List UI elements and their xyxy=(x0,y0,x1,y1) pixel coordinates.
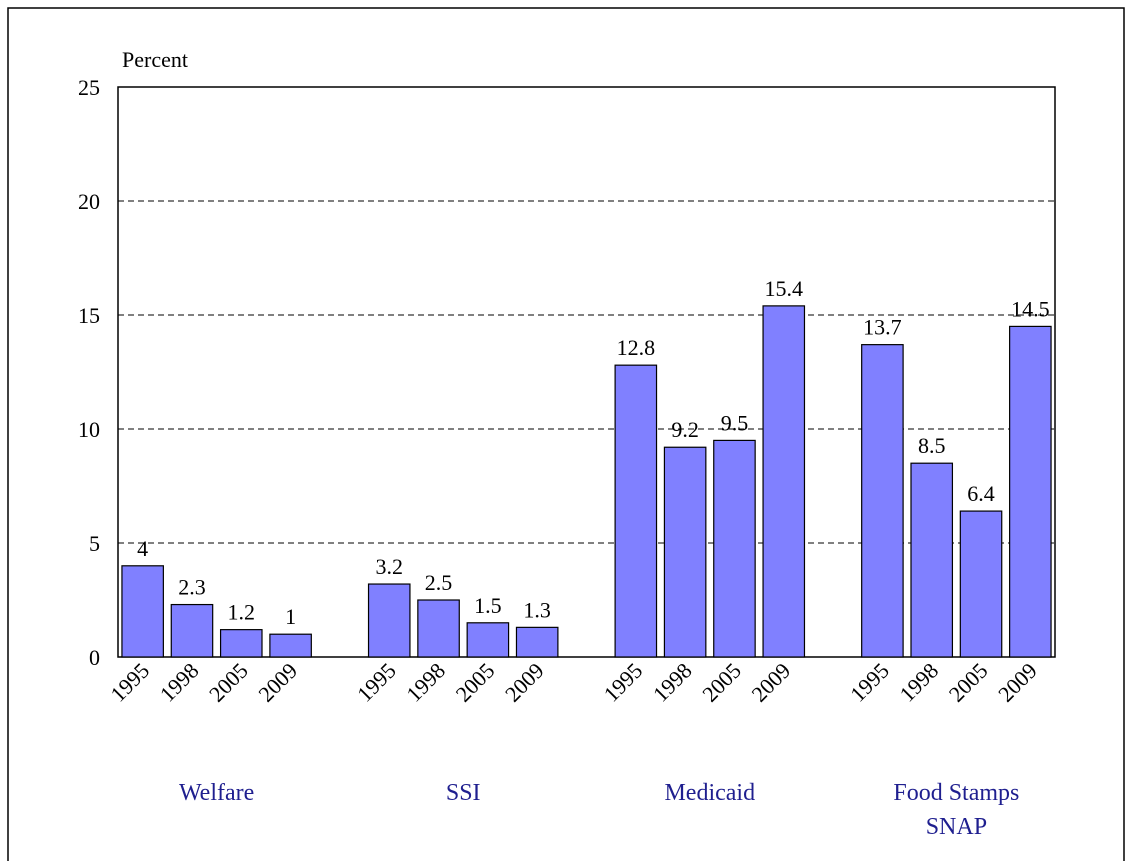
x-tick-label: 1995 xyxy=(352,658,401,707)
bar xyxy=(663,446,707,658)
value-label: 2.3 xyxy=(178,575,206,600)
y-tick-label: 25 xyxy=(78,75,100,100)
x-tick-label: 1998 xyxy=(648,658,697,707)
x-tick-label: 2005 xyxy=(944,658,993,707)
value-label: 6.4 xyxy=(967,481,995,506)
x-tick-label: 2005 xyxy=(697,658,746,707)
group-label: Welfare xyxy=(179,780,254,806)
x-tick-label: 1998 xyxy=(894,658,943,707)
bar xyxy=(170,603,214,658)
group-label: Medicaid xyxy=(664,780,755,806)
value-label: 4 xyxy=(137,536,148,561)
bar xyxy=(713,439,756,658)
value-label: 12.8 xyxy=(617,335,656,360)
bar xyxy=(515,626,559,658)
x-tick-label: 2005 xyxy=(451,658,500,707)
bar xyxy=(959,510,1003,658)
x-tick-label: 1995 xyxy=(105,658,154,707)
value-label: 1.2 xyxy=(228,600,256,625)
value-label: 9.5 xyxy=(721,410,749,435)
x-tick-label: 1995 xyxy=(845,658,894,707)
x-tick-label: 2009 xyxy=(993,658,1042,707)
value-label: 8.5 xyxy=(918,433,946,458)
plot-area xyxy=(117,86,1056,658)
bar xyxy=(219,629,263,658)
x-tick-label: 1998 xyxy=(155,658,204,707)
bar xyxy=(269,633,312,658)
y-tick-label: 20 xyxy=(78,189,100,214)
value-label: 15.4 xyxy=(765,276,804,301)
bar xyxy=(367,583,411,658)
y-tick-label: 15 xyxy=(78,303,100,328)
value-label: 9.2 xyxy=(671,417,699,442)
group-label: Food Stamps xyxy=(893,780,1019,806)
x-tick-label: 1998 xyxy=(401,658,450,707)
frame xyxy=(7,7,1125,861)
group-label: SNAP xyxy=(926,814,987,840)
x-tick-label: 2009 xyxy=(747,658,796,707)
bar xyxy=(121,565,164,658)
x-tick-label: 2005 xyxy=(204,658,253,707)
y-tick-label: 10 xyxy=(78,417,100,442)
y-tick-label: 0 xyxy=(89,645,100,670)
value-label: 14.5 xyxy=(1011,296,1050,321)
group-label: SSI xyxy=(446,780,481,806)
value-label: 13.7 xyxy=(863,315,902,340)
x-tick-label: 2009 xyxy=(253,658,302,707)
value-label: 1 xyxy=(285,604,296,629)
x-tick-label: 2009 xyxy=(500,658,549,707)
bar xyxy=(762,305,806,658)
bar xyxy=(1009,325,1052,658)
value-label: 3.2 xyxy=(375,554,403,579)
x-tick-label: 1995 xyxy=(599,658,648,707)
bar xyxy=(614,364,658,658)
value-label: 2.5 xyxy=(425,570,453,595)
bar xyxy=(861,344,904,658)
bar xyxy=(466,622,510,658)
y-tick-label: 5 xyxy=(89,531,100,556)
y-axis-label: Percent xyxy=(122,47,188,72)
value-label: 1.3 xyxy=(523,597,551,622)
bar xyxy=(910,462,954,658)
bar xyxy=(417,599,460,658)
value-label: 1.5 xyxy=(474,593,502,618)
